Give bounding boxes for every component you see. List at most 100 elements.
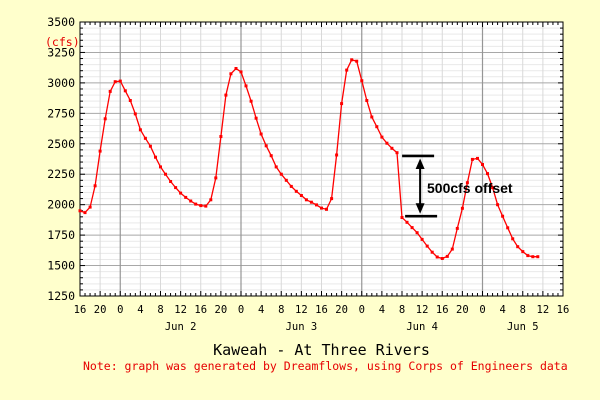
data-point: [330, 197, 334, 201]
chart-title: Kaweah - At Three Rivers: [213, 341, 430, 359]
data-point: [214, 176, 218, 180]
x-tick-label: 4: [379, 304, 385, 316]
data-point: [204, 204, 208, 208]
x-tick-label: 4: [499, 304, 505, 316]
x-tick-label: 16: [436, 304, 449, 316]
data-point: [169, 180, 173, 183]
y-tick-label: 2000: [47, 198, 75, 212]
data-point: [400, 216, 404, 219]
data-point: [440, 257, 444, 260]
data-point: [516, 245, 520, 249]
x-tick-label: 20: [94, 304, 107, 316]
data-point: [425, 244, 429, 248]
x-tick-label: 4: [137, 304, 143, 316]
data-point: [325, 207, 328, 211]
y-tick-label: 2500: [47, 137, 75, 151]
x-tick-label: 0: [238, 304, 244, 316]
data-point: [184, 195, 188, 199]
data-point: [304, 198, 308, 202]
offset-arrowhead-up: [415, 158, 425, 169]
y-axis-unit-label: (cfs): [45, 35, 80, 49]
data-point: [380, 135, 384, 139]
data-point: [309, 200, 313, 204]
data-point: [496, 203, 500, 207]
data-point: [405, 220, 409, 224]
data-point: [154, 155, 157, 159]
data-point: [536, 255, 540, 259]
data-point: [194, 202, 198, 206]
data-point: [465, 181, 469, 185]
data-point: [179, 191, 183, 195]
data-point: [445, 254, 449, 258]
data-point: [108, 89, 112, 93]
x-tick-label: 8: [399, 304, 405, 316]
data-point: [526, 254, 530, 258]
data-point: [450, 247, 454, 251]
data-point: [103, 117, 107, 121]
x-tick-label: 8: [157, 304, 163, 316]
data-point: [88, 205, 92, 209]
data-point: [460, 206, 464, 210]
data-point: [531, 255, 535, 259]
data-point: [415, 231, 419, 235]
data-point: [164, 172, 167, 176]
data-point: [315, 203, 318, 207]
data-point: [340, 102, 344, 106]
data-point: [486, 172, 489, 176]
y-tick-label: 2250: [47, 167, 75, 181]
data-point: [259, 132, 263, 136]
data-point: [385, 141, 389, 145]
data-point: [335, 153, 339, 157]
data-point: [491, 186, 495, 190]
y-tick-label: 1500: [47, 259, 75, 273]
data-point: [159, 165, 162, 169]
x-tick-label: 20: [215, 304, 228, 316]
x-tick-label: 20: [456, 304, 469, 316]
data-point: [224, 93, 228, 97]
day-label: Jun 3: [286, 321, 318, 333]
day-label: Jun 2: [165, 321, 197, 333]
x-tick-label: 12: [295, 304, 308, 316]
flow-line: [79, 59, 538, 260]
data-point: [189, 199, 193, 203]
data-point: [143, 136, 147, 140]
data-point: [254, 116, 258, 120]
x-tick-label: 12: [174, 304, 187, 316]
y-tick-label: 3000: [47, 76, 75, 90]
data-point: [294, 189, 298, 193]
data-point: [435, 255, 439, 259]
x-tick-label: 16: [557, 304, 570, 316]
data-point: [370, 115, 374, 119]
data-point: [410, 226, 414, 230]
data-point: [83, 211, 87, 215]
x-tick-label: 0: [359, 304, 365, 316]
data-point: [455, 226, 459, 230]
x-tick-label: 0: [117, 304, 123, 316]
data-point: [123, 89, 127, 93]
data-point: [113, 80, 117, 84]
x-tick-label: 16: [74, 304, 87, 316]
y-tick-label: 3500: [47, 15, 75, 29]
data-point: [209, 198, 213, 202]
data-point: [345, 68, 349, 72]
data-point: [78, 209, 82, 213]
data-point: [279, 172, 283, 176]
data-point: [320, 206, 323, 210]
data-point: [93, 184, 97, 188]
data-point: [138, 128, 142, 132]
data-point: [360, 79, 364, 83]
offset-annotation-label: 500cfs offset: [427, 180, 513, 196]
data-point: [470, 157, 474, 161]
data-point: [430, 250, 434, 254]
x-tick-label: 8: [278, 304, 284, 316]
data-point: [355, 59, 359, 63]
x-tick-label: 16: [194, 304, 207, 316]
data-point: [284, 178, 288, 182]
data-point: [365, 99, 369, 102]
data-point: [199, 204, 203, 208]
data-point: [229, 72, 233, 76]
data-point: [501, 214, 505, 218]
data-point: [521, 250, 525, 254]
